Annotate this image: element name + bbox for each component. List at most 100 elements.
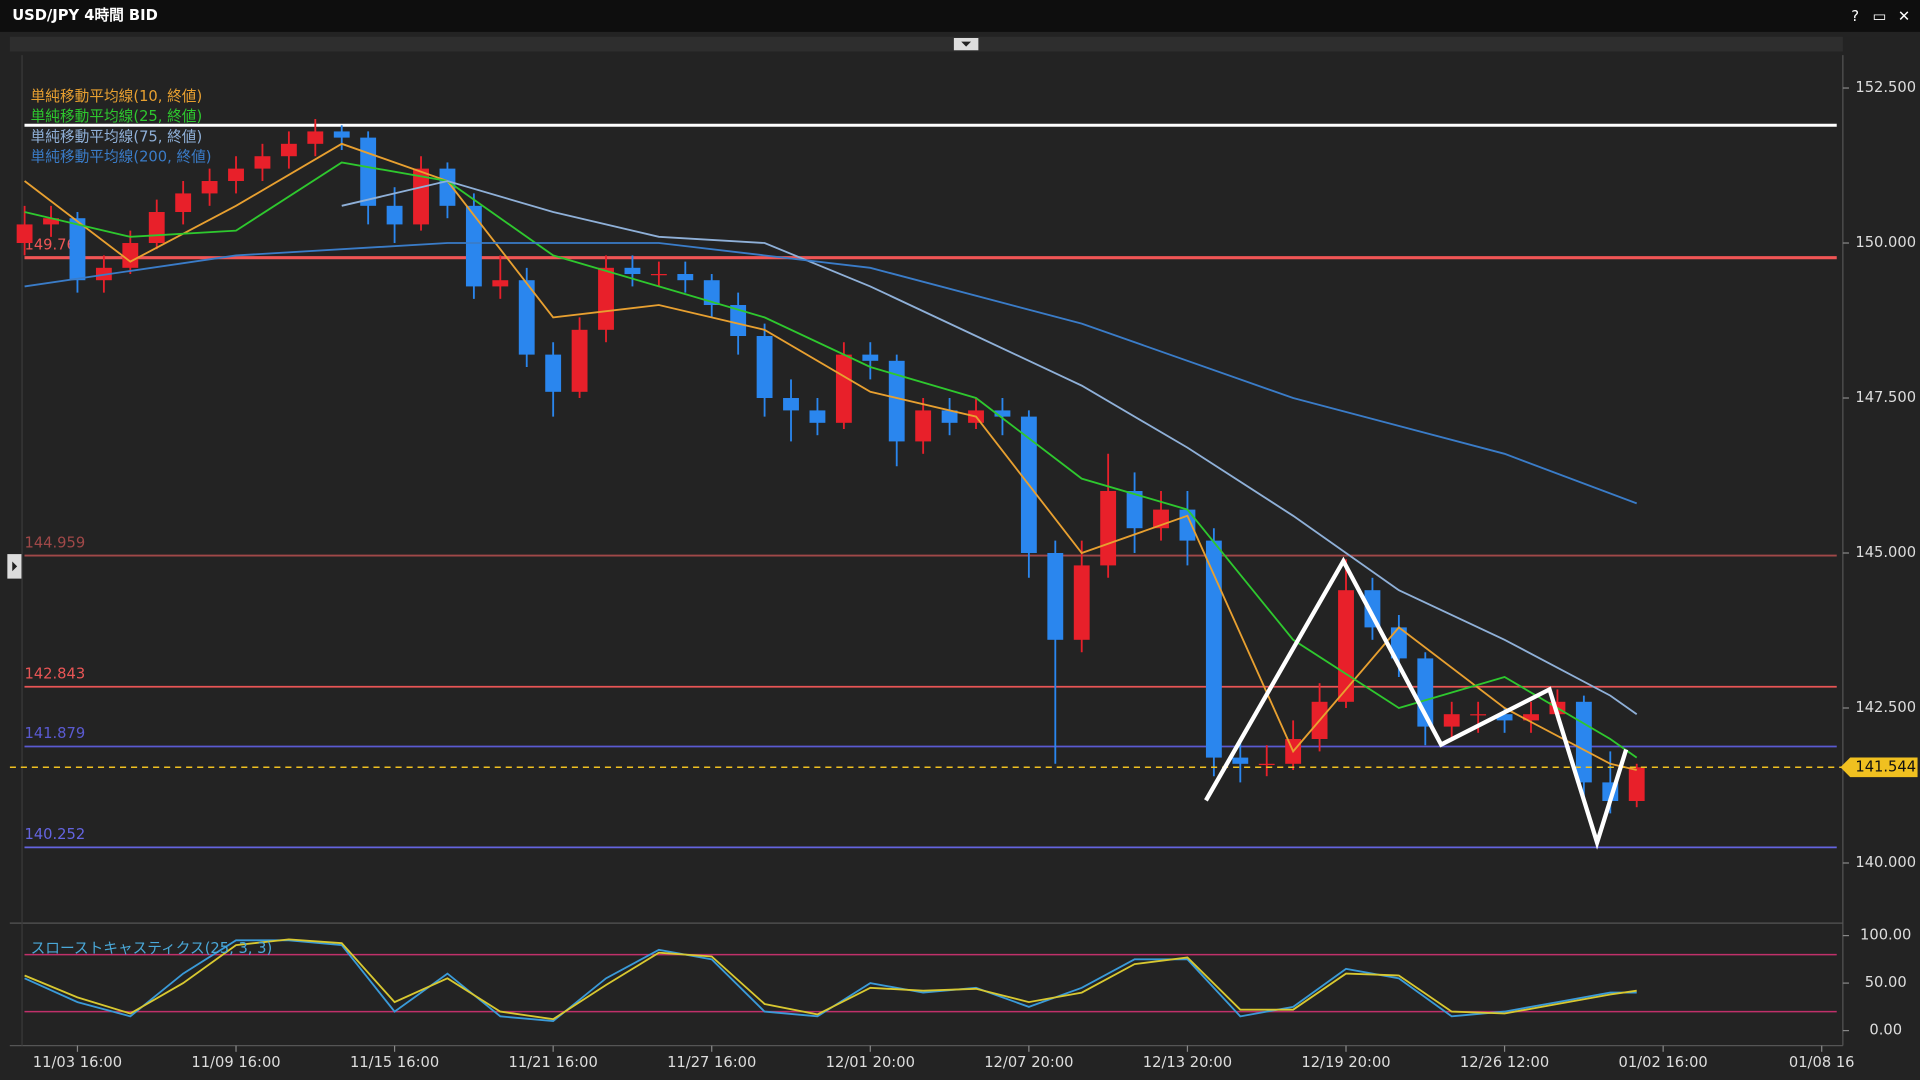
candle-body <box>809 410 826 423</box>
y-tick-label: 150.000 <box>1855 234 1916 251</box>
legend-entry: 単純移動平均線(25, 終値) <box>31 108 203 125</box>
window-title: USD/JPY 4時間 BID <box>12 6 158 24</box>
candle-body <box>413 168 429 225</box>
help-button[interactable]: ? <box>1851 8 1859 25</box>
candle-body <box>545 354 562 392</box>
candle-body <box>1100 491 1117 566</box>
candle-body <box>333 131 350 138</box>
candle-body <box>1258 763 1275 766</box>
oscillator-line <box>24 938 1637 1021</box>
candle-body <box>43 218 59 225</box>
moving-average-line <box>24 161 1638 759</box>
legend-entry: 単純移動平均線(10, 終値) <box>31 88 203 105</box>
candle-body <box>1047 553 1064 640</box>
x-tick-label: 11/09 16:00 <box>191 1054 280 1071</box>
last-price-tag <box>1840 757 1918 778</box>
candle-body <box>439 168 456 206</box>
level-label: 142.843 <box>24 665 85 682</box>
x-tick-label: 11/21 16:00 <box>509 1054 598 1071</box>
candle-body <box>783 398 799 411</box>
axes: 140.000 142.500 145.000 147.500 150.000 152.5… <box>31 79 1918 1071</box>
candle-body <box>148 212 165 244</box>
candle-body <box>730 305 747 337</box>
candle-body <box>1364 590 1381 628</box>
candle-body <box>941 410 958 423</box>
x-tick-label: 12/19 20:00 <box>1301 1054 1390 1071</box>
y-tick-label: 145.000 <box>1855 544 1916 561</box>
candle-body <box>280 143 297 157</box>
candle-body <box>1126 491 1143 529</box>
legend-entry: 単純移動平均線(75, 終値) <box>31 128 203 145</box>
candle-body <box>994 410 1011 417</box>
x-tick-label: 11/03 16:00 <box>33 1054 122 1071</box>
annotation-line <box>1204 556 1629 850</box>
toolbar-strip <box>9 36 1843 52</box>
candle-body <box>307 131 324 144</box>
x-tick-label: 01/08 16 <box>1789 1054 1855 1071</box>
y-tick-label: 140.000 <box>1855 854 1916 871</box>
x-tick-label: 12/13 20:00 <box>1143 1054 1232 1071</box>
candle-body <box>228 168 244 182</box>
candle-body <box>1496 714 1513 721</box>
candle-body <box>16 224 33 244</box>
oscillator-line <box>24 939 1637 1023</box>
candle-body <box>677 274 694 281</box>
candle-body <box>624 267 641 275</box>
y-tick-label: 0.00 <box>1869 1022 1902 1039</box>
x-tick-label: 12/07 20:00 <box>984 1054 1073 1071</box>
candle-body <box>1232 757 1249 764</box>
moving-average-line <box>341 180 1638 715</box>
y-tick-label: 142.500 <box>1855 699 1916 716</box>
candle-body <box>1390 627 1407 659</box>
candle-body <box>1443 714 1460 727</box>
candle-body <box>1179 509 1196 541</box>
candle-body <box>756 336 773 399</box>
stochastic-plot <box>24 938 1837 1023</box>
candle-body <box>1205 540 1222 758</box>
title-bar <box>0 0 1920 32</box>
candle-body <box>122 243 139 268</box>
candle-body <box>518 280 535 355</box>
candle-body <box>175 193 192 213</box>
candle-body <box>386 205 403 225</box>
candle-body <box>598 267 614 330</box>
level-label: 140.252 <box>24 826 85 843</box>
candle-body <box>571 329 588 392</box>
candle-body <box>254 156 271 169</box>
maximize-button[interactable]: ▭ <box>1873 8 1887 25</box>
candle-body <box>888 360 905 442</box>
candle-body <box>703 280 720 306</box>
panel-title: スローストキャスティクス(25, 3, 3) <box>31 940 273 957</box>
candle-body <box>465 205 482 287</box>
x-tick-label: 01/02 16:00 <box>1619 1054 1708 1071</box>
candle-body <box>835 354 852 423</box>
legend-entry: 単純移動平均線(200, 終値) <box>31 149 212 166</box>
y-tick-label: 147.500 <box>1855 389 1916 406</box>
candle-body <box>1523 714 1539 721</box>
candle-body <box>1575 701 1592 783</box>
x-tick-label: 11/15 16:00 <box>350 1054 439 1071</box>
y-tick-label: 100.00 <box>1860 927 1911 944</box>
y-tick-label: 152.500 <box>1855 79 1916 96</box>
candle-body <box>1628 767 1645 801</box>
side-handle-arrow <box>12 561 18 572</box>
candle-body <box>492 280 509 287</box>
candle-body <box>862 354 879 361</box>
candle-body <box>69 218 86 281</box>
candle-body <box>1470 714 1487 716</box>
level-label: 141.879 <box>24 725 85 742</box>
candle-body <box>915 410 932 442</box>
x-tick-label: 11/27 16:00 <box>667 1054 756 1071</box>
moving-average-line <box>24 242 1638 505</box>
level-label: 144.959 <box>24 534 85 551</box>
candle-body <box>201 181 218 194</box>
last-price-label: 141.544 <box>1855 758 1916 775</box>
candle-body <box>1338 590 1354 702</box>
close-button[interactable]: ✕ <box>1898 8 1910 25</box>
candle-body <box>1073 565 1090 640</box>
moving-average-line <box>24 142 1637 771</box>
